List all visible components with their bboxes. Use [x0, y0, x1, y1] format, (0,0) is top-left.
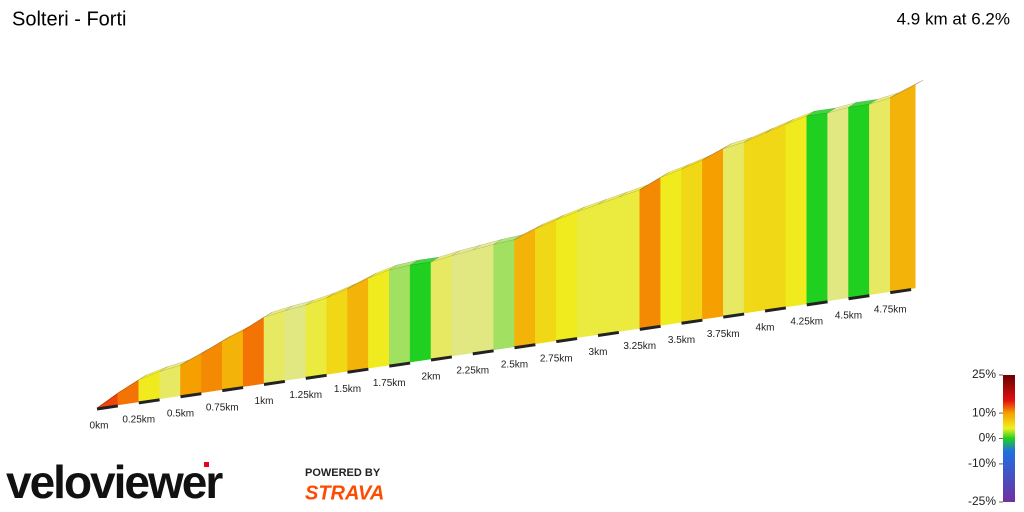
- gradient-segment: [681, 159, 703, 323]
- powered-by: POWERED BY: [305, 467, 381, 479]
- base-tick: [514, 343, 536, 350]
- base-tick: [890, 288, 912, 295]
- base-tick: [180, 392, 202, 399]
- base-tick: [263, 379, 286, 386]
- gradient-segment: [806, 112, 828, 305]
- gradient-segment: [305, 297, 327, 378]
- gradient-segment: [138, 371, 160, 403]
- legend-tick-label: 10%: [972, 405, 996, 419]
- gradient-segment: [493, 239, 515, 351]
- x-tick-label: 2.75km: [540, 353, 573, 364]
- gradient-segment: [556, 211, 578, 341]
- gradient-segment: [409, 261, 432, 363]
- base-tick: [597, 330, 620, 337]
- gradient-segment: [827, 107, 849, 302]
- gradient-segment: [576, 204, 599, 338]
- x-tick-label: 4km: [756, 323, 775, 334]
- base-tick: [96, 404, 119, 411]
- gradient-segment: [514, 228, 536, 348]
- color-bar: [1003, 375, 1015, 502]
- gradient-segment: [201, 340, 223, 393]
- logo: veloviewer: [6, 456, 223, 508]
- x-tick-label: 3.25km: [623, 341, 656, 352]
- x-tick-label: 2km: [422, 372, 441, 383]
- gradient-segment: [347, 277, 369, 372]
- gradient-segment: [848, 103, 870, 299]
- x-tick-label: 0.25km: [122, 415, 155, 426]
- title: Solteri - Forti: [12, 8, 126, 30]
- x-tick-label: 2.25km: [456, 366, 489, 377]
- gradient-segment: [117, 379, 139, 406]
- base-tick: [138, 398, 160, 405]
- gradient-segment: [660, 168, 682, 326]
- x-tick-label: 0km: [90, 421, 109, 432]
- x-tick-label: 1km: [255, 396, 274, 407]
- gradient-segment: [284, 304, 306, 381]
- gradient-segment: [263, 310, 286, 384]
- gradient-segment: [639, 176, 661, 329]
- x-tick-label: 4.75km: [874, 304, 907, 315]
- x-tick-label: 1.25km: [289, 390, 322, 401]
- gradient-segment: [869, 97, 891, 295]
- gradient-segment: [451, 249, 473, 357]
- legend-tick-label: 0%: [979, 431, 997, 445]
- base-tick: [222, 386, 244, 393]
- base-tick: [806, 300, 828, 307]
- x-tick-label: 3.75km: [707, 329, 740, 340]
- strava: STRAVA: [305, 482, 384, 504]
- x-tick-label: 4.5km: [835, 310, 862, 321]
- gradient-segment: [180, 353, 202, 397]
- base-tick: [681, 318, 703, 325]
- x-tick-label: 0.75km: [206, 402, 239, 413]
- gradient-segment: [368, 269, 390, 369]
- gradient-segment: [764, 123, 787, 311]
- gradient-segment: [430, 255, 453, 360]
- legend-tick-label: 25%: [972, 367, 996, 381]
- gradient-segment: [389, 264, 411, 366]
- x-tick-label: 1.5km: [334, 384, 361, 395]
- base-tick: [556, 337, 578, 344]
- gradient-segment: [618, 189, 640, 332]
- gradient-segment: [723, 141, 745, 317]
- gradient-segment: [326, 288, 348, 375]
- base-tick: [723, 312, 745, 319]
- x-tick-label: 0.5km: [167, 408, 194, 419]
- x-tick-label: 3.5km: [668, 335, 695, 346]
- legend-tick-label: -10%: [968, 456, 996, 470]
- x-tick-label: 2.5km: [501, 359, 528, 370]
- base-tick: [764, 306, 787, 313]
- base-tick: [389, 361, 411, 368]
- x-tick-label: 3km: [589, 347, 608, 358]
- segment-top: [890, 79, 924, 99]
- base-tick: [848, 294, 870, 301]
- gradient-segment: [785, 115, 807, 308]
- x-tick-label: 1.75km: [373, 378, 406, 389]
- gradient-segment: [535, 219, 557, 344]
- gradient-segment: [890, 84, 916, 292]
- base-tick: [305, 373, 327, 380]
- legend-tick-label: -25%: [968, 494, 996, 508]
- base-tick: [639, 324, 661, 331]
- x-tick-label: 4.25km: [790, 317, 823, 328]
- subtitle: 4.9 km at 6.2%: [897, 9, 1010, 28]
- gradient-segment: [242, 316, 265, 387]
- logo-dot: [204, 462, 209, 467]
- base-tick: [430, 355, 453, 362]
- gradient-segment: [743, 132, 766, 314]
- gradient-segment: [702, 148, 724, 320]
- base-tick: [472, 349, 494, 356]
- base-tick: [347, 367, 369, 374]
- gradient-segment: [472, 244, 494, 354]
- gradient-segment: [597, 196, 620, 335]
